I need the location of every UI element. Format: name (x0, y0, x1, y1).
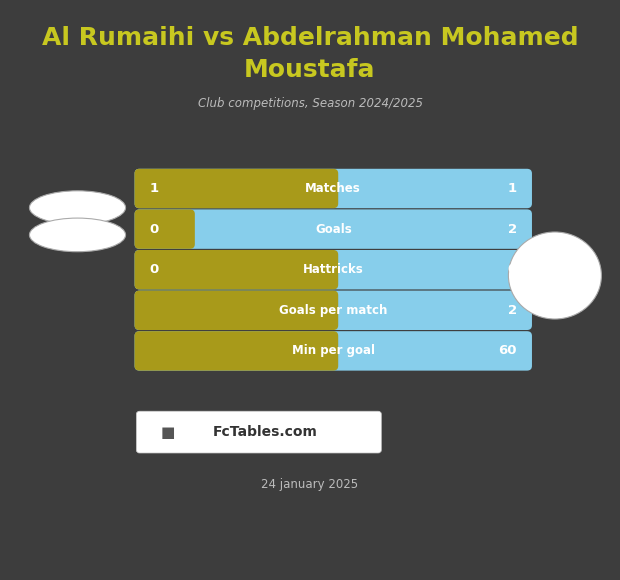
Text: 2: 2 (508, 223, 517, 235)
Text: Min per goal: Min per goal (292, 345, 374, 357)
Text: Matches: Matches (306, 182, 361, 195)
Text: 1: 1 (149, 182, 159, 195)
Text: 0: 0 (149, 263, 159, 276)
FancyBboxPatch shape (135, 250, 532, 289)
FancyBboxPatch shape (135, 291, 532, 330)
FancyBboxPatch shape (135, 169, 532, 208)
Text: Al Rumaihi vs Abdelrahman Mohamed: Al Rumaihi vs Abdelrahman Mohamed (42, 26, 578, 50)
Text: 0: 0 (508, 263, 517, 276)
Text: 1: 1 (508, 182, 517, 195)
FancyBboxPatch shape (135, 331, 339, 371)
Ellipse shape (30, 191, 125, 224)
Text: Club competitions, Season 2024/2025: Club competitions, Season 2024/2025 (198, 97, 422, 110)
Circle shape (508, 232, 601, 319)
Text: ■: ■ (160, 425, 175, 440)
FancyBboxPatch shape (135, 209, 532, 249)
Ellipse shape (30, 218, 125, 252)
FancyBboxPatch shape (135, 250, 339, 289)
Text: Moustafa: Moustafa (244, 57, 376, 82)
Text: Goals per match: Goals per match (279, 304, 388, 317)
Text: 60: 60 (498, 345, 517, 357)
Text: Goals: Goals (315, 223, 352, 235)
FancyBboxPatch shape (135, 209, 195, 249)
Text: 0: 0 (149, 223, 159, 235)
FancyBboxPatch shape (135, 169, 339, 208)
Text: Hattricks: Hattricks (303, 263, 363, 276)
FancyBboxPatch shape (135, 331, 532, 371)
FancyBboxPatch shape (135, 291, 339, 330)
Text: 24 january 2025: 24 january 2025 (262, 478, 358, 491)
Text: 2: 2 (508, 304, 517, 317)
Text: FcTables.com: FcTables.com (213, 425, 317, 439)
FancyBboxPatch shape (136, 411, 381, 453)
